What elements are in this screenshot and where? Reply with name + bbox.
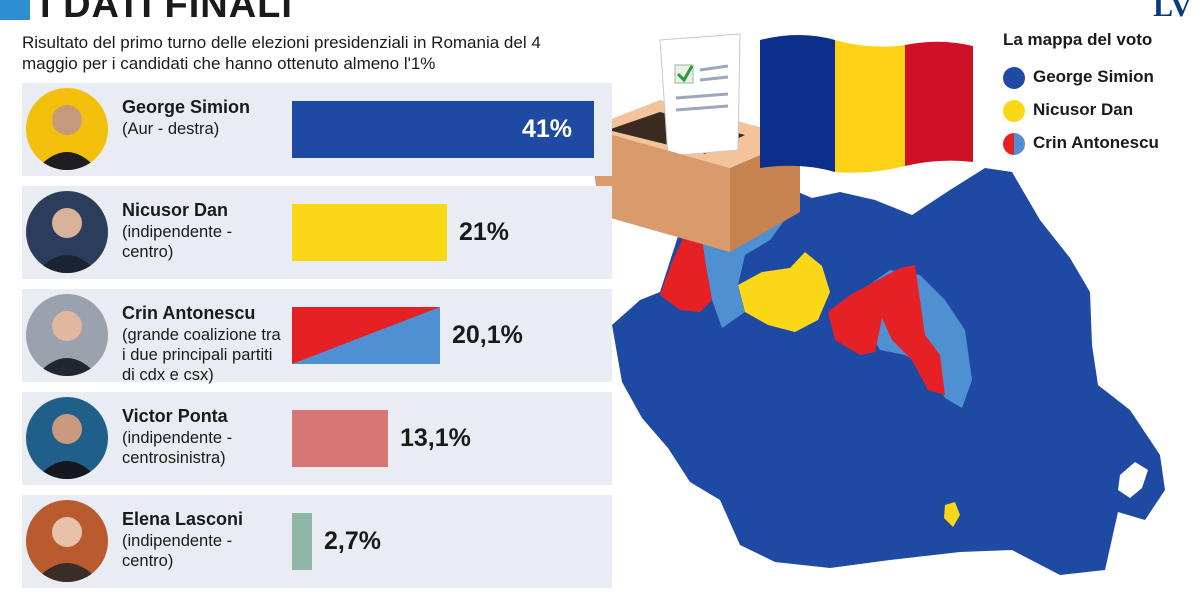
candidate-party: (indipendente - centro) bbox=[122, 532, 233, 570]
bar-crin-antonescu bbox=[292, 307, 440, 364]
romania-flag-icon bbox=[760, 35, 973, 173]
romania-map-base bbox=[612, 168, 1165, 575]
legend-dot-blue bbox=[1003, 67, 1025, 89]
legend-label: George Simion bbox=[1033, 67, 1154, 86]
legend-label: Nicusor Dan bbox=[1033, 100, 1134, 119]
legend-label: Crin Antonescu bbox=[1033, 133, 1159, 152]
chart-subtitle: Risultato del primo turno delle elezioni… bbox=[22, 33, 541, 73]
region-centre-antonescu-red bbox=[828, 265, 945, 395]
candidate-party: (Aur - destra) bbox=[122, 120, 220, 138]
candidate-name: Elena Lasconi bbox=[122, 509, 244, 529]
ballot-box-icon bbox=[588, 33, 800, 252]
bar-victor-ponta bbox=[292, 410, 388, 467]
bar-value-label: 2,7% bbox=[324, 527, 381, 555]
candidate-party: (indipendente - centro) bbox=[122, 223, 233, 261]
candidate-party: (grande coalizione tra i due principali … bbox=[122, 326, 281, 384]
bar-george-simion bbox=[292, 101, 594, 158]
candidate-name: Nicusor Dan bbox=[122, 200, 229, 220]
bar-value-label: 41% bbox=[522, 115, 573, 143]
legend-dot-yellow bbox=[1003, 100, 1025, 122]
bar-value-label: 21% bbox=[459, 218, 510, 246]
region-north-west-antonescu-red bbox=[660, 225, 712, 312]
bar-nicusor-dan bbox=[292, 204, 447, 261]
title-accent-bar bbox=[0, 0, 30, 20]
person-silhouette-icon bbox=[26, 191, 108, 273]
candidate-name: Crin Antonescu bbox=[122, 303, 256, 323]
avatar-victor-ponta bbox=[26, 397, 108, 479]
person-silhouette-icon bbox=[26, 397, 108, 479]
page-title: I DATI FINALI bbox=[40, 0, 293, 26]
candidate-name: George Simion bbox=[122, 97, 251, 117]
candidate-party: (indipendente - centrosinistra) bbox=[122, 429, 233, 467]
candidate-row-elena-lasconi: Elena Lasconi (indipendente - centro) bbox=[22, 495, 612, 588]
region-bucharest-nicusor-dan bbox=[944, 502, 960, 527]
avatar-nicusor-dan bbox=[26, 191, 108, 273]
candidate-name: Victor Ponta bbox=[122, 406, 228, 426]
candidate-row-crin-antonescu: Crin Antonescu (grande coalizione tra i … bbox=[22, 289, 612, 384]
bar-elena-lasconi bbox=[292, 513, 312, 570]
person-silhouette-icon bbox=[26, 294, 108, 376]
person-silhouette-icon bbox=[26, 500, 108, 582]
legend-title: La mappa del voto bbox=[1003, 30, 1153, 49]
avatar-george-simion bbox=[26, 88, 108, 170]
avatar-elena-lasconi bbox=[26, 500, 108, 582]
bar-value-label: 20,1% bbox=[452, 321, 523, 349]
legend-dot-red-blue bbox=[1003, 133, 1025, 155]
person-silhouette-icon bbox=[26, 88, 108, 170]
bar-value-label: 13,1% bbox=[400, 424, 471, 452]
avatar-crin-antonescu bbox=[26, 294, 108, 376]
danube-delta-white bbox=[1118, 462, 1148, 498]
publisher-logo: LV bbox=[1153, 0, 1192, 23]
region-cluj-nicusor-dan bbox=[738, 252, 830, 332]
